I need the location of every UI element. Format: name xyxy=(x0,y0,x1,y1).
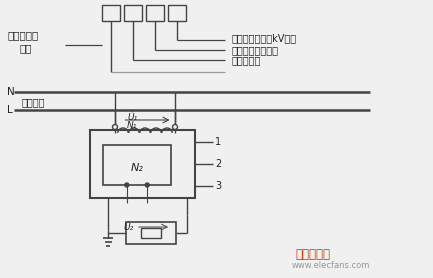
Bar xyxy=(90,130,195,198)
Text: 绝缘结构。: 绝缘结构。 xyxy=(232,55,262,65)
Bar xyxy=(124,5,142,21)
Text: www.elecfans.com: www.elecfans.com xyxy=(292,260,370,269)
Text: Ú₁: Ú₁ xyxy=(127,113,137,123)
Text: N: N xyxy=(7,87,15,97)
Text: 电子发烧友: 电子发烧友 xyxy=(295,249,330,262)
Text: 相数: 相数 xyxy=(20,43,32,53)
Bar xyxy=(168,5,186,21)
Text: 一次线路: 一次线路 xyxy=(22,97,45,107)
Bar xyxy=(103,145,171,185)
Text: 一次额定电压（kV）。: 一次额定电压（kV）。 xyxy=(232,33,297,43)
Circle shape xyxy=(145,183,149,187)
Text: Ú₂: Ú₂ xyxy=(123,222,133,232)
Text: 2: 2 xyxy=(215,159,221,169)
Text: N₂: N₂ xyxy=(131,163,143,173)
Text: N₁: N₁ xyxy=(127,120,137,130)
Bar xyxy=(141,228,161,238)
Text: 1: 1 xyxy=(215,137,221,147)
Bar xyxy=(146,5,164,21)
Text: 铁芯及绕组结构。: 铁芯及绕组结构。 xyxy=(232,45,279,55)
Text: 电压互感器: 电压互感器 xyxy=(8,30,39,40)
Circle shape xyxy=(125,183,129,187)
Bar xyxy=(102,5,120,21)
Bar xyxy=(126,222,176,244)
Text: 3: 3 xyxy=(215,181,221,191)
Text: L: L xyxy=(7,105,13,115)
